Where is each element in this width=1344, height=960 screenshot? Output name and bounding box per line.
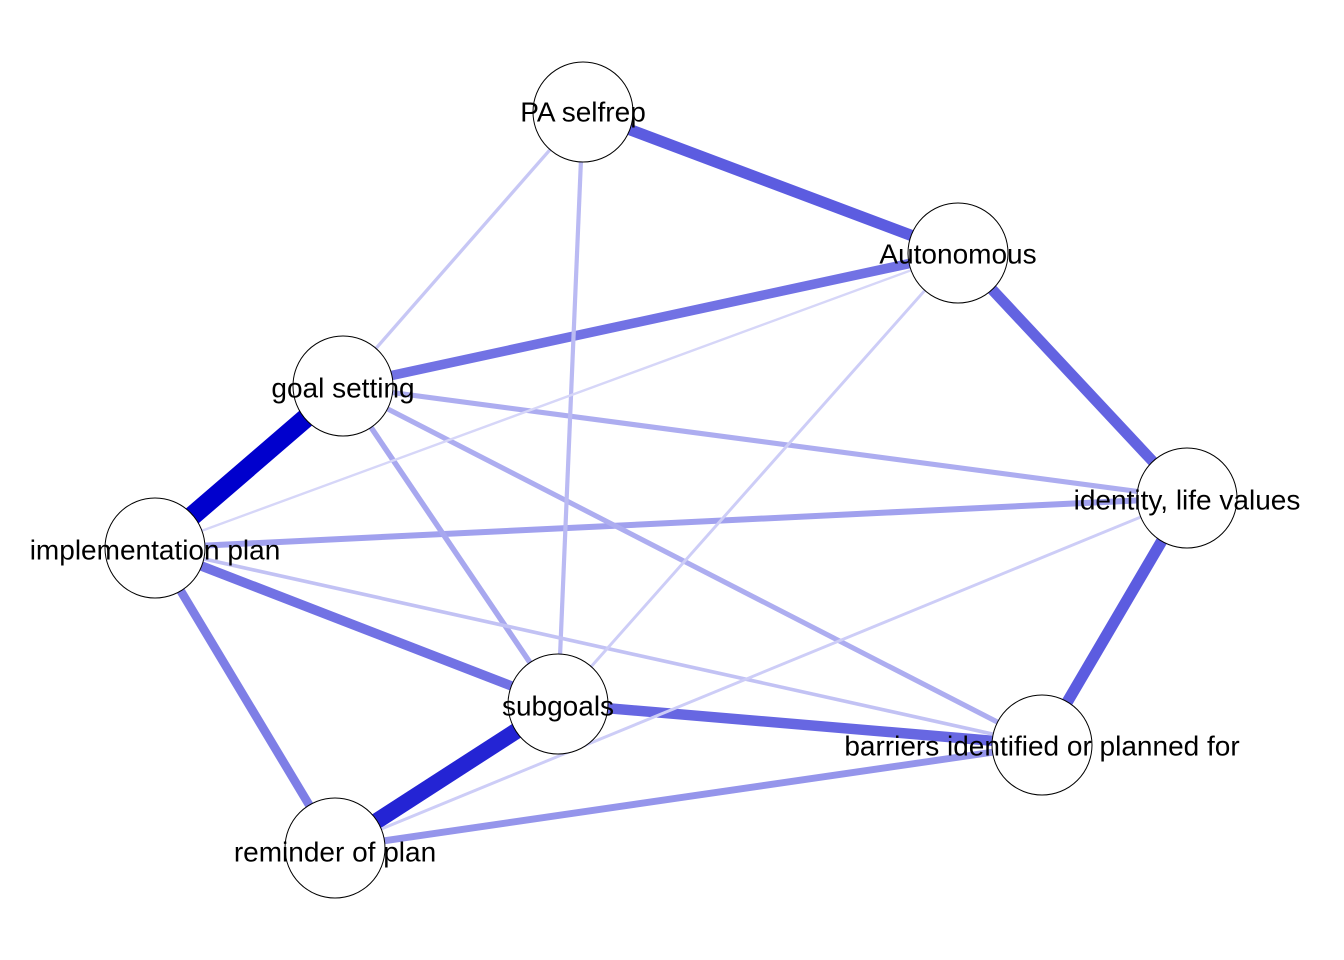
edge-sub-barr — [557, 698, 1043, 751]
node-label-remind: reminder of plan — [234, 837, 436, 868]
node-auto — [907, 202, 1009, 304]
edge-impl-ident — [154, 495, 1188, 551]
edge-auto-impl — [154, 251, 959, 550]
edges-layer — [148, 106, 1192, 855]
edge-goal-ident — [342, 383, 1188, 501]
edge-remind-barr — [334, 741, 1043, 852]
labels-layer: PA selfrep Autonomous goal setting implemen… — [30, 97, 1301, 868]
node-ident — [1136, 447, 1238, 549]
edge-impl-barr — [154, 546, 1043, 747]
edge-goal-sub — [340, 384, 561, 706]
node-label-pa: PA selfrep — [520, 97, 646, 128]
node-label-impl: implementation plan — [30, 535, 281, 566]
node-sub — [507, 653, 609, 755]
edge-pa-sub — [555, 111, 586, 705]
edge-ident-remind — [334, 496, 1188, 850]
edge-pa-auto — [580, 106, 961, 259]
node-goal — [292, 335, 394, 437]
node-pa — [532, 61, 634, 163]
edge-goal-auto — [341, 248, 960, 391]
node-label-barr: barriers identified or planned for — [844, 731, 1239, 762]
edge-impl-sub — [153, 543, 560, 709]
node-label-ident: identity, life values — [1074, 485, 1301, 516]
node-remind — [284, 797, 386, 899]
node-impl — [104, 497, 206, 599]
edge-impl-remind — [151, 545, 339, 851]
nodes-layer: PA selfrep Autonomous goal setting implemen… — [30, 61, 1301, 899]
node-label-sub: subgoals — [502, 691, 614, 722]
edge-auto-sub — [556, 252, 960, 705]
node-barr — [991, 694, 1093, 796]
edge-auto-ident — [954, 249, 1191, 502]
node-label-auto: Autonomous — [879, 239, 1036, 270]
edge-pa-goal — [341, 110, 585, 388]
node-label-goal: goal setting — [271, 373, 414, 404]
edge-goal-barr — [341, 383, 1044, 748]
